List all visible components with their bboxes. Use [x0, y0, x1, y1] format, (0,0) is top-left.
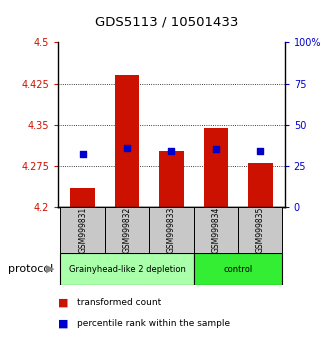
- Text: control: control: [223, 264, 253, 274]
- Text: GSM999835: GSM999835: [256, 207, 265, 253]
- Text: protocol: protocol: [8, 264, 54, 274]
- Text: GDS5113 / 10501433: GDS5113 / 10501433: [95, 16, 238, 29]
- Text: GSM999832: GSM999832: [123, 207, 132, 253]
- Text: ■: ■: [58, 319, 69, 329]
- Text: ▶: ▶: [46, 264, 55, 274]
- Point: [169, 148, 174, 154]
- Bar: [194, 253, 282, 285]
- Bar: [238, 207, 282, 253]
- Bar: [159, 151, 184, 207]
- Point: [258, 148, 263, 154]
- Text: transformed count: transformed count: [77, 298, 161, 307]
- Bar: [61, 207, 105, 253]
- Text: Grainyhead-like 2 depletion: Grainyhead-like 2 depletion: [69, 264, 185, 274]
- Point: [213, 147, 218, 152]
- Text: GSM999833: GSM999833: [167, 207, 176, 253]
- Bar: [204, 127, 228, 207]
- Bar: [115, 75, 139, 207]
- Text: ■: ■: [58, 298, 69, 308]
- Point: [125, 145, 130, 151]
- Text: GSM999831: GSM999831: [78, 207, 87, 253]
- Text: GSM999834: GSM999834: [211, 207, 220, 253]
- Bar: [149, 207, 194, 253]
- Bar: [105, 207, 149, 253]
- Bar: [248, 162, 272, 207]
- Bar: [61, 253, 194, 285]
- Bar: [71, 188, 95, 207]
- Text: percentile rank within the sample: percentile rank within the sample: [77, 319, 230, 329]
- Bar: [194, 207, 238, 253]
- Point: [80, 152, 85, 157]
